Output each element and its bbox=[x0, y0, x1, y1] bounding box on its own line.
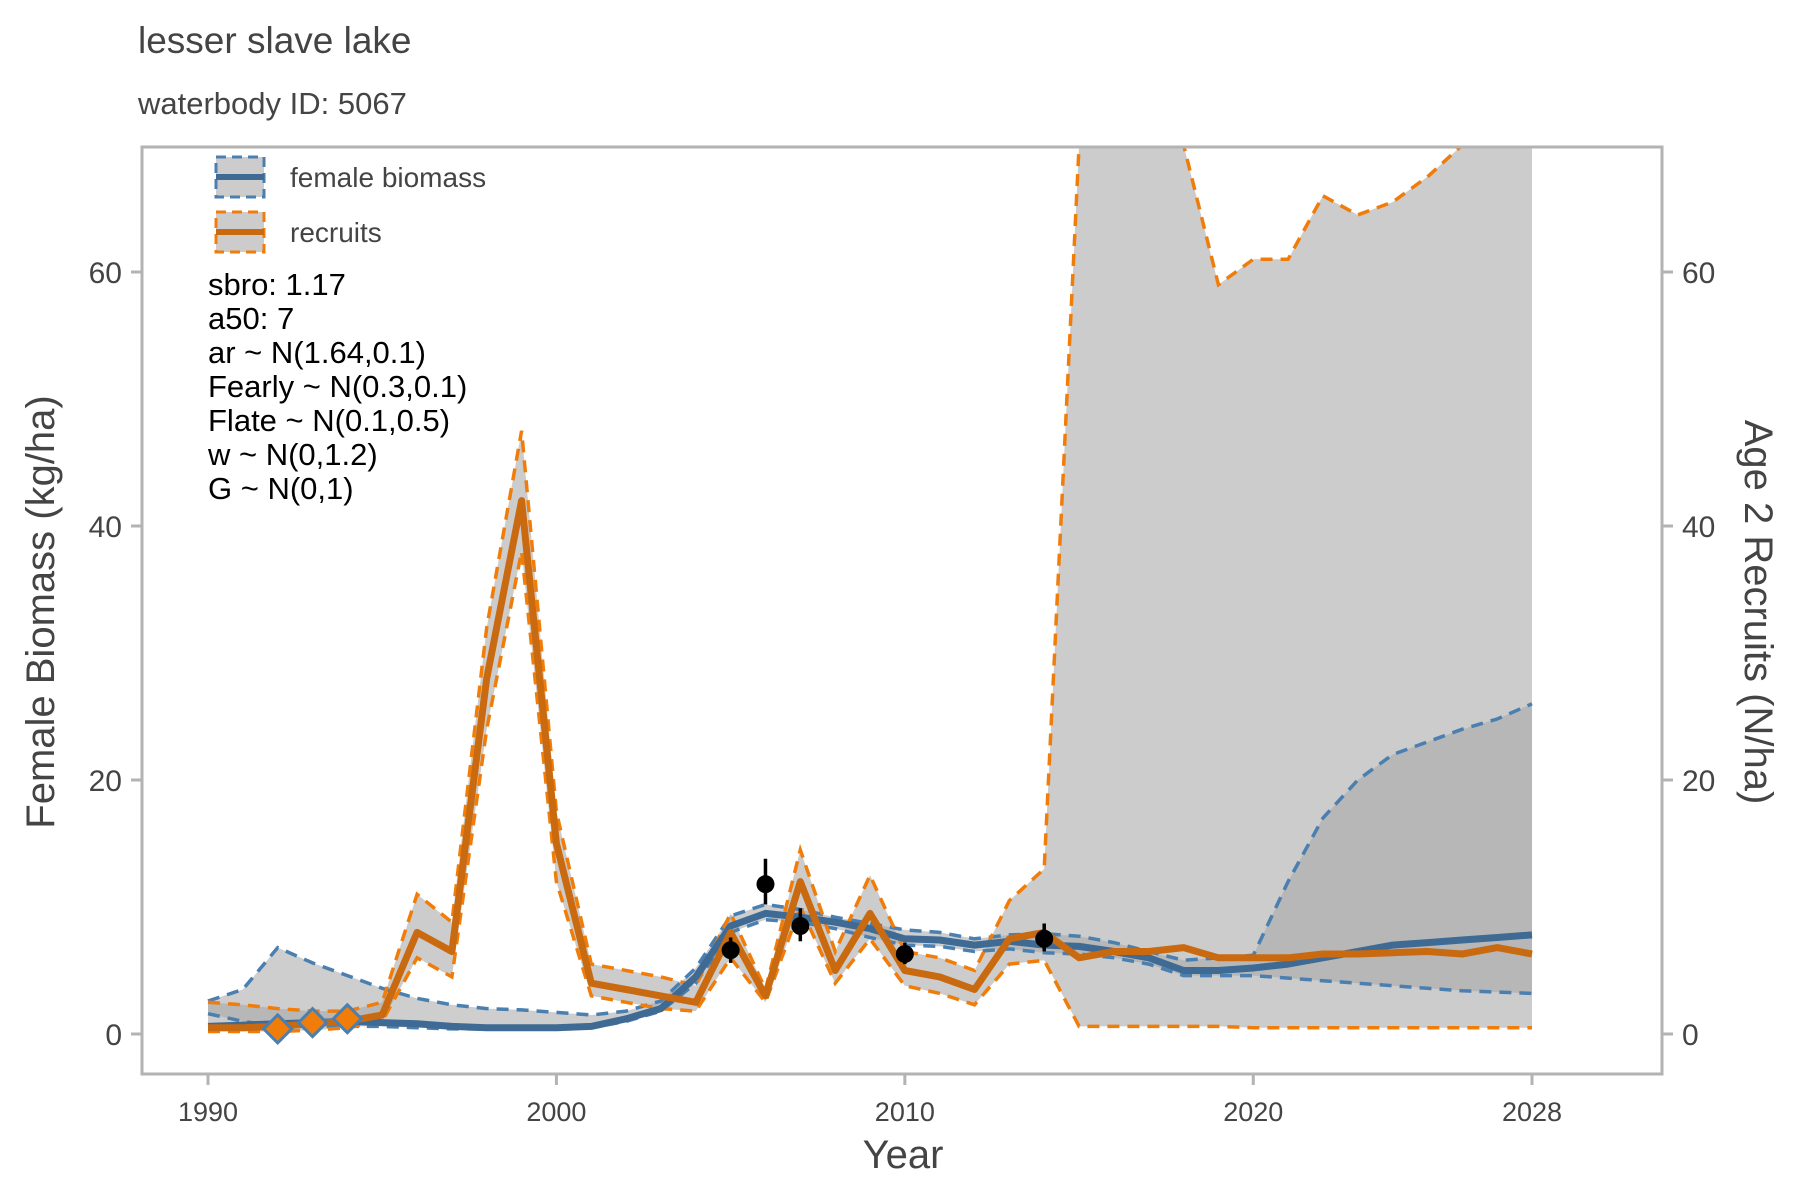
biomass-observation-point bbox=[756, 875, 775, 894]
chart-subtitle: waterbody ID: 5067 bbox=[137, 86, 407, 121]
biomass-observation-point bbox=[721, 941, 740, 960]
biomass-observation-point bbox=[1035, 929, 1054, 948]
recruits-upper-line bbox=[207, 147, 1463, 1013]
plot-frame bbox=[140, 145, 1664, 1076]
biomass-median-line bbox=[207, 909, 1533, 1032]
y-tick-label-left: 40 bbox=[89, 511, 122, 544]
x-tick-label: 2020 bbox=[1223, 1097, 1283, 1127]
legend-label-recruits: recruits bbox=[290, 217, 382, 248]
x-tick-label: 2000 bbox=[526, 1097, 586, 1127]
biomass-observation-point bbox=[895, 944, 914, 963]
y-tick-label-left: 0 bbox=[105, 1019, 122, 1052]
param-line: ar ~ N(1.64,0.1) bbox=[208, 335, 426, 370]
x-axis-label: Year bbox=[863, 1133, 944, 1177]
param-line: sbro: 1.17 bbox=[208, 267, 346, 302]
param-line: G ~ N(0,1) bbox=[208, 471, 354, 506]
chart-title: lesser slave lake bbox=[138, 20, 412, 61]
recruit-observation-point bbox=[296, 1006, 329, 1039]
recruits-band bbox=[208, 147, 1532, 1032]
x-axis: 1990 2000 2010 2020 2028 bbox=[178, 1074, 1562, 1127]
param-line: Fearly ~ N(0.3,0.1) bbox=[208, 369, 467, 404]
legend-entry-recruits: recruits bbox=[214, 210, 382, 254]
legend-label-biomass: female biomass bbox=[290, 162, 486, 193]
y-axis-label-left: Female Biomass (kg/ha) bbox=[19, 395, 63, 828]
param-line: w ~ N(0,1.2) bbox=[207, 437, 378, 472]
recruit-observation-point bbox=[331, 1002, 364, 1035]
y-tick-label-right: 40 bbox=[1682, 511, 1715, 544]
legend: female biomass recruits bbox=[214, 155, 486, 254]
recruit-observation-point bbox=[261, 1012, 294, 1046]
plot-area bbox=[207, 147, 1533, 1046]
uncertainty-bands bbox=[208, 147, 1532, 1032]
recruits-median-line bbox=[208, 497, 1533, 1032]
y-axis-left: 0 20 40 60 bbox=[89, 257, 142, 1052]
y-tick-label-right: 20 bbox=[1682, 765, 1715, 798]
y-tick-label-right: 0 bbox=[1682, 1019, 1699, 1052]
y-axis-label-right: Age 2 Recruits (N/ha) bbox=[1736, 420, 1780, 805]
param-line: Flate ~ N(0.1,0.5) bbox=[208, 403, 450, 438]
biomass-observation-point bbox=[791, 917, 810, 936]
legend-entry-female-biomass: female biomass bbox=[214, 155, 486, 199]
biomass-upper-line bbox=[207, 702, 1533, 1017]
parameter-annotations: sbro: 1.17 a50: 7 ar ~ N(1.64,0.1) Fearl… bbox=[207, 267, 467, 506]
median-lines bbox=[207, 497, 1533, 1032]
y-tick-label-left: 60 bbox=[89, 257, 122, 290]
biomass-band bbox=[208, 703, 1532, 1029]
x-tick-label: 2010 bbox=[875, 1097, 935, 1127]
x-tick-label: 2028 bbox=[1502, 1097, 1562, 1127]
param-line: a50: 7 bbox=[208, 301, 294, 336]
x-tick-label: 1990 bbox=[178, 1097, 238, 1127]
y-tick-label-right: 60 bbox=[1682, 257, 1715, 290]
observations bbox=[261, 858, 1054, 1046]
y-tick-label-left: 20 bbox=[89, 765, 122, 798]
recruits-lower-line bbox=[208, 551, 1532, 1034]
y-axis-right: 0 20 40 60 bbox=[1662, 257, 1715, 1052]
